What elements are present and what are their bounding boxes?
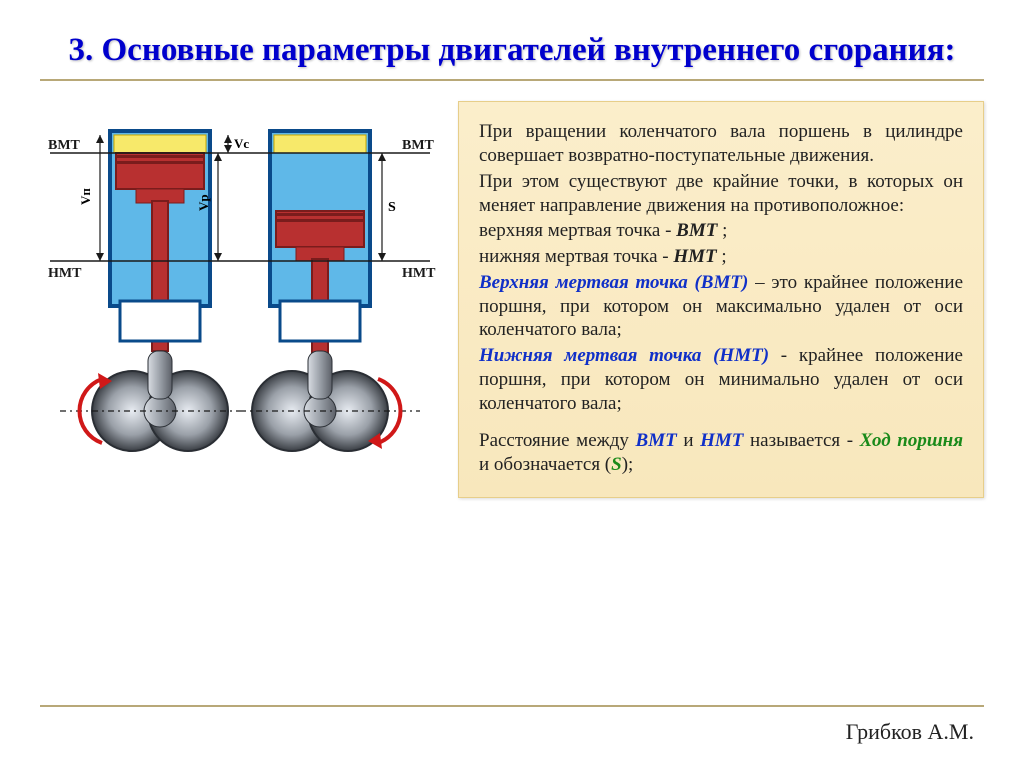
para-7: Расстояние между ВМТ и НМТ называется - …	[479, 429, 963, 477]
left-cylinder-group	[60, 131, 240, 451]
text-column: При вращении коленчатого вала поршень в …	[458, 101, 984, 498]
label-bmt-left: ВМТ	[48, 138, 81, 153]
para-3: верхняя мертвая точка - ВМТ ;	[479, 219, 963, 243]
para-6: Нижняя мертвая точка (НМТ) - крайнее пол…	[479, 344, 963, 415]
svg-text:Vc: Vc	[234, 136, 249, 151]
title-divider	[40, 79, 984, 81]
diagram-column: ВМТ НМТ ВМТ НМТ Vc Vp	[40, 101, 440, 541]
svg-text:S: S	[388, 200, 396, 215]
dim-vc: Vc	[224, 135, 249, 153]
footer-divider	[40, 705, 984, 707]
slide-title: 3. Основные параметры двигателей внутрен…	[40, 30, 984, 71]
spacer	[479, 417, 963, 427]
para-1: При вращении коленчатого вала поршень в …	[479, 120, 963, 168]
author-label: Грибков А.М.	[846, 719, 974, 745]
svg-text:Vп: Vп	[78, 188, 93, 205]
label-nmt-left: НМТ	[48, 266, 82, 281]
para-4: нижняя мертвая точка - НМТ ;	[479, 245, 963, 269]
label-nmt-right: НМТ	[402, 266, 436, 281]
dim-vn: Vп	[78, 135, 104, 261]
svg-text:Vp: Vp	[196, 195, 211, 212]
para-5: Верхняя мертвая точка (ВМТ) – это крайне…	[479, 271, 963, 342]
definition-box: При вращении коленчатого вала поршень в …	[458, 101, 984, 498]
para-2: При этом существуют две крайние точки, в…	[479, 170, 963, 218]
right-cylinder-group	[240, 131, 420, 451]
content-row: ВМТ НМТ ВМТ НМТ Vc Vp	[40, 101, 984, 541]
label-bmt-right: ВМТ	[402, 138, 435, 153]
engine-diagram: ВМТ НМТ ВМТ НМТ Vc Vp	[40, 101, 440, 541]
dim-s: S	[378, 153, 396, 261]
slide: 3. Основные параметры двигателей внутрен…	[0, 0, 1024, 767]
